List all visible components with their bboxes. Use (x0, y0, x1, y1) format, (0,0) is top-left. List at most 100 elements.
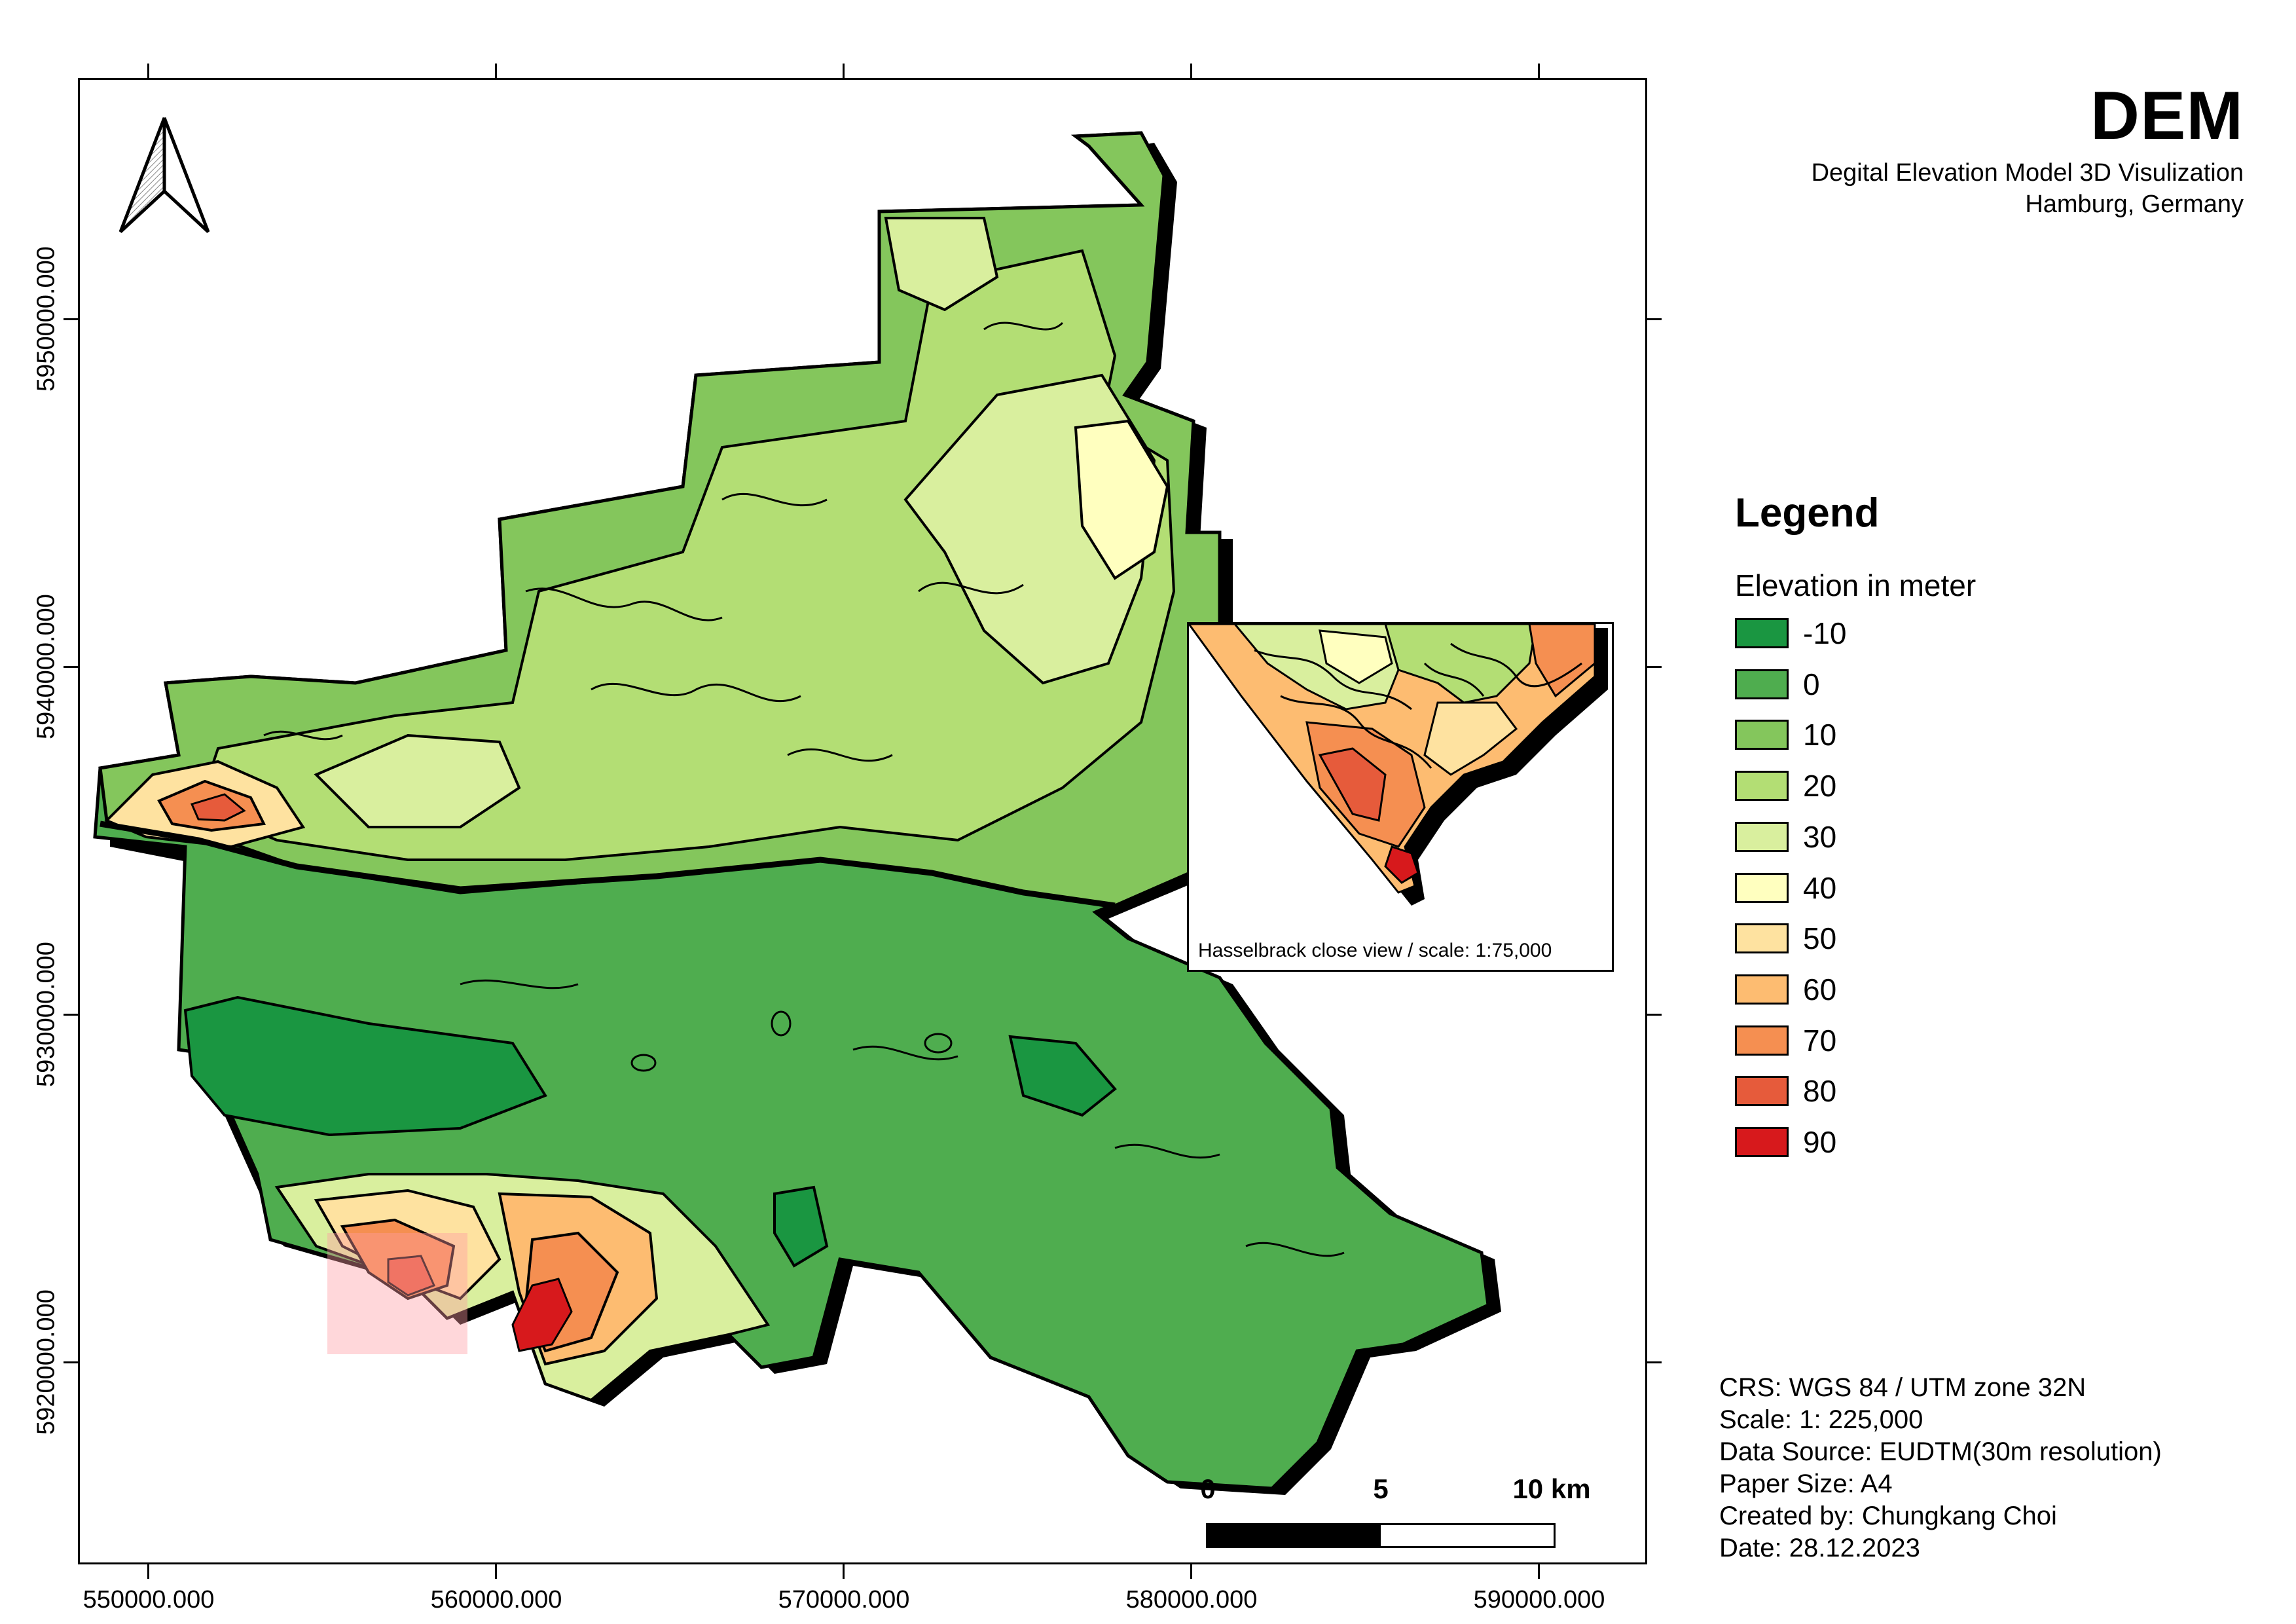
legend-item: 90 (1735, 1123, 1836, 1161)
x-axis-label: 590000.000 (1473, 1586, 1605, 1614)
harburg-hills-80m (387, 1255, 436, 1297)
y-axis-label: 5950000.000 (32, 246, 60, 392)
date-text: Date: 28.12.2023 (1719, 1534, 1920, 1562)
x-tick-bottom (495, 1564, 497, 1579)
x-tick-bottom (843, 1564, 845, 1579)
marsh-area-east (1008, 1035, 1117, 1117)
inset-extent-highlight (327, 1233, 467, 1354)
legend-swatch (1735, 720, 1789, 750)
legend-swatch (1735, 821, 1789, 852)
elbe-river-line (100, 821, 1116, 909)
y-tick-right (1647, 1014, 1662, 1016)
scale-bar (1206, 1523, 1556, 1548)
crs-text: CRS: WGS 84 / UTM zone 32N (1719, 1373, 2086, 1402)
legend-item: 40 (1735, 869, 1836, 907)
legend-swatch (1735, 771, 1789, 802)
map-metadata: CRS: WGS 84 / UTM zone 32N Scale: 1: 225… (1719, 1372, 2162, 1564)
legend-swatch (1735, 1076, 1789, 1107)
inset-contour-lines (1254, 642, 1582, 769)
legend-item: 20 (1735, 767, 1836, 805)
upland-30m-north (884, 217, 999, 312)
author-text: Created by: Chungkang Choi (1719, 1502, 2057, 1530)
upland-40m (1074, 419, 1169, 580)
scale-bar-segment (1381, 1525, 1554, 1546)
y-tick-left (64, 318, 78, 320)
map-title: DEM (2090, 78, 2244, 154)
legend-label: 90 (1803, 1125, 1837, 1159)
x-tick-top (1190, 64, 1192, 78)
map-subtitle: Degital Elevation Model 3D Visulization (1811, 159, 2244, 187)
legend-title: Legend (1735, 490, 1880, 536)
marsh-area-west (183, 995, 547, 1137)
blankenese-top (190, 793, 246, 822)
map-location: Hamburg, Germany (2025, 191, 2244, 218)
legend-swatch (1735, 923, 1789, 954)
inset-elevation-map (1189, 624, 1608, 906)
legend-label: 40 (1803, 870, 1837, 905)
x-axis-label: 570000.000 (778, 1586, 910, 1614)
x-tick-top (147, 64, 149, 78)
legend-swatch (1735, 1127, 1789, 1157)
x-tick-top (843, 64, 845, 78)
marsh-area-south (773, 1185, 829, 1268)
elevation-map (93, 131, 1501, 1495)
legend-item: 70 (1735, 1022, 1836, 1060)
inset-map: Hasselbrack close view / scale: 1:75,000 (1187, 622, 1614, 972)
paper-size-text: Paper Size: A4 (1719, 1469, 1893, 1498)
legend-item: 80 (1735, 1072, 1836, 1110)
scale-label-end: 10 km (1512, 1473, 1591, 1504)
legend-subtitle: Elevation in meter (1735, 568, 1977, 602)
legend-swatch (1735, 618, 1789, 648)
y-axis-label: 5920000.000 (32, 1289, 60, 1435)
x-axis-label: 560000.000 (430, 1586, 562, 1614)
x-tick-top (495, 64, 497, 78)
legend-label: 70 (1803, 1023, 1837, 1058)
y-axis-label: 5940000.000 (32, 594, 60, 739)
legend-swatch (1735, 872, 1789, 903)
scale-bar-segment (1208, 1525, 1381, 1546)
scale-label-mid: 5 (1373, 1473, 1389, 1504)
legend-swatch (1735, 974, 1789, 1005)
upland-20m (196, 249, 1176, 861)
data-source-text: Data Source: EUDTM(30m resolution) (1719, 1437, 2162, 1466)
contour-lines (263, 322, 1345, 1257)
inset-sand (1423, 701, 1518, 776)
upland-30m-west (314, 733, 521, 828)
x-axis-label: 580000.000 (1125, 1586, 1258, 1614)
inset-peak (1384, 845, 1419, 884)
inset-red (1318, 747, 1387, 822)
north-arrow-icon (118, 117, 210, 233)
x-tick-bottom (1538, 1564, 1540, 1579)
legend-label: 10 (1803, 718, 1837, 752)
legend-label: 0 (1803, 667, 1820, 701)
legend-label: 50 (1803, 921, 1837, 956)
legend-label: 20 (1803, 769, 1837, 803)
legend-label: 30 (1803, 819, 1837, 854)
x-tick-bottom (147, 1564, 149, 1579)
inset-yellow (1319, 629, 1393, 684)
y-axis-label: 5930000.000 (32, 942, 60, 1087)
legend-swatch (1735, 1025, 1789, 1056)
x-tick-top (1538, 64, 1540, 78)
y-tick-left (64, 666, 78, 668)
inset-orange-right (1528, 624, 1596, 698)
x-tick-bottom (1190, 1564, 1192, 1579)
y-tick-left (64, 1361, 78, 1363)
scale-text: Scale: 1: 225,000 (1719, 1405, 1923, 1434)
legend-item: 50 (1735, 919, 1836, 957)
legend-label: 80 (1803, 1074, 1837, 1109)
x-axis-label: 550000.000 (82, 1586, 215, 1614)
legend-item: -10 (1735, 614, 1846, 652)
y-tick-right (1647, 1361, 1662, 1363)
scale-label-start: 0 (1200, 1473, 1216, 1504)
y-tick-right (1647, 666, 1662, 668)
legend-label: 60 (1803, 972, 1837, 1006)
y-tick-left (64, 1014, 78, 1016)
legend-label: -10 (1803, 616, 1847, 650)
inset-caption: Hasselbrack close view / scale: 1:75,000 (1198, 940, 1552, 961)
legend-item: 10 (1735, 716, 1836, 754)
legend-item: 30 (1735, 818, 1836, 856)
map-frame (78, 78, 1647, 1564)
legend-swatch (1735, 669, 1789, 699)
harburg-hills-90m (511, 1278, 573, 1352)
